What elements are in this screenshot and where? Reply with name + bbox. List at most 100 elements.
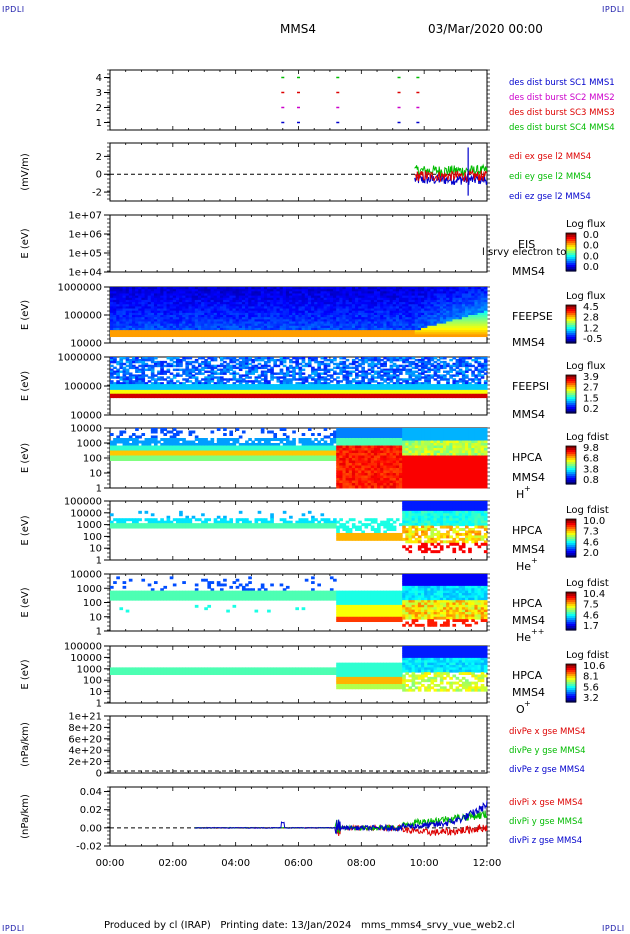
heatmap-cell bbox=[358, 293, 362, 297]
feepse-colorbar-title: Log flux bbox=[566, 291, 606, 302]
heatmap-cell bbox=[135, 395, 139, 399]
heatmap-cell bbox=[443, 319, 447, 322]
heatmap-cell bbox=[110, 370, 114, 373]
heatmap-cell bbox=[223, 325, 227, 329]
heatmap-cell bbox=[326, 317, 331, 320]
heatmap-cell bbox=[439, 295, 444, 299]
heatmap-cell bbox=[157, 387, 161, 391]
date-title: 03/Mar/2020 00:00 bbox=[428, 22, 543, 36]
heatmap-cell bbox=[336, 362, 340, 366]
heatmap-cell bbox=[122, 330, 127, 333]
heatmap-cell bbox=[289, 308, 293, 312]
heatmap-cell bbox=[417, 376, 422, 379]
heatmap-cell bbox=[373, 308, 378, 312]
heatmap-cell bbox=[157, 325, 161, 329]
heatmap-cell bbox=[389, 332, 394, 335]
heatmap-cell bbox=[292, 304, 296, 307]
heatmap-cell bbox=[367, 364, 372, 368]
heatmap-cell bbox=[157, 389, 161, 393]
heatmap-cell bbox=[257, 293, 262, 297]
heatmap-cell bbox=[480, 315, 485, 318]
heatmap-cell bbox=[373, 370, 378, 373]
heatmap-cell bbox=[204, 319, 208, 322]
heatmap-cell bbox=[361, 297, 365, 301]
heatmap-cell bbox=[351, 378, 356, 381]
heatmap-cell bbox=[314, 372, 318, 375]
heatmap-cell bbox=[333, 386, 337, 389]
heatmap-cell bbox=[226, 317, 230, 320]
heatmap-cell bbox=[314, 357, 318, 360]
heatmap-cell bbox=[119, 317, 124, 320]
heatmap-cell bbox=[110, 357, 114, 360]
heatmap-cell bbox=[389, 380, 394, 383]
heatmap-cell bbox=[395, 364, 400, 368]
heatmap-cell bbox=[282, 376, 287, 379]
heatmap-cell bbox=[270, 330, 274, 333]
heatmap-cell bbox=[232, 299, 237, 303]
heatmap-cell bbox=[157, 297, 161, 301]
heatmap-cell bbox=[223, 368, 227, 372]
heatmap-cell bbox=[304, 297, 309, 301]
heatmap-cell bbox=[141, 364, 146, 368]
heatmap-cell bbox=[329, 291, 334, 294]
heatmap-cell bbox=[443, 334, 447, 338]
heatmap-cell bbox=[207, 330, 212, 333]
heatmap-cell bbox=[333, 323, 337, 327]
heatmap-cell bbox=[182, 325, 186, 329]
eis-colorbar-title: Log flux bbox=[566, 219, 606, 230]
heatmap-cell bbox=[361, 378, 365, 381]
heatmap-cell bbox=[116, 362, 120, 366]
heatmap-cell bbox=[207, 389, 212, 393]
heatmap-cell bbox=[320, 287, 325, 290]
heatmap-cell bbox=[443, 332, 447, 335]
heatmap-cell bbox=[191, 323, 196, 327]
heatmap-cell bbox=[424, 389, 428, 393]
heatmap-cell bbox=[443, 299, 447, 303]
heatmap-cell bbox=[175, 374, 180, 377]
heatmap-cell bbox=[320, 315, 325, 318]
heatmap-cell bbox=[270, 391, 274, 395]
heatmap-cell bbox=[138, 368, 142, 372]
heatmap-cell bbox=[270, 372, 274, 375]
heatmap-cell bbox=[311, 370, 315, 373]
heatmap-cell bbox=[311, 334, 315, 338]
heatmap-cell bbox=[295, 302, 299, 305]
heatmap-cell bbox=[122, 289, 127, 292]
heatmap-cell bbox=[292, 370, 296, 373]
heatmap-cell bbox=[144, 386, 149, 389]
heatmap-cell bbox=[414, 334, 419, 338]
heatmap-cell bbox=[153, 287, 158, 290]
heatmap-cell bbox=[452, 310, 457, 314]
heatmap-cell bbox=[226, 378, 230, 381]
heatmap-cell bbox=[402, 378, 406, 381]
heatmap-cell bbox=[279, 395, 284, 399]
heatmap-cell bbox=[301, 302, 306, 305]
heatmap-cell bbox=[348, 386, 353, 389]
heatmap-cell bbox=[251, 297, 256, 301]
heatmap-cell bbox=[251, 323, 256, 327]
heatmap-cell bbox=[436, 386, 441, 389]
heatmap-cell bbox=[263, 332, 268, 335]
heatmap-cell bbox=[270, 332, 274, 335]
heatmap-cell bbox=[367, 380, 372, 383]
heatmap-cell bbox=[235, 321, 240, 325]
heatmap-cell bbox=[351, 312, 356, 316]
heatmap-cell bbox=[320, 360, 325, 364]
heatmap-cell bbox=[213, 358, 218, 362]
heatmap-cell bbox=[339, 293, 343, 297]
heatmap-cell bbox=[157, 299, 161, 303]
heatmap-cell bbox=[402, 299, 406, 303]
colorbar-cell bbox=[566, 267, 576, 270]
heatmap-cell bbox=[483, 299, 488, 303]
heatmap-cell bbox=[163, 393, 168, 397]
heatmap-cell bbox=[405, 372, 409, 375]
heatmap-cell bbox=[367, 302, 372, 305]
heatmap-cell bbox=[241, 297, 246, 301]
heatmap-cell bbox=[282, 384, 287, 387]
heatmap-cell bbox=[289, 312, 293, 316]
heatmap-cell bbox=[439, 293, 444, 297]
heatmap-cell bbox=[446, 289, 450, 292]
heatmap-cell bbox=[345, 374, 350, 377]
heatmap-cell bbox=[175, 391, 180, 395]
heatmap-cell bbox=[207, 384, 212, 387]
